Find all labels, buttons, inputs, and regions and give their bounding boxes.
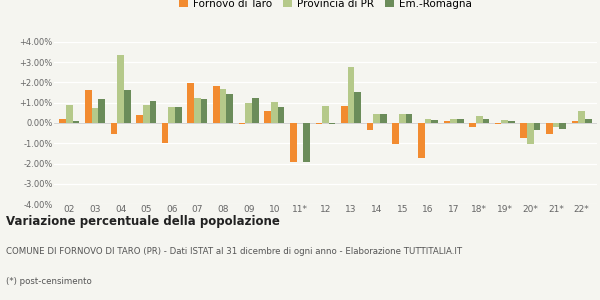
Bar (457, 119, 464, 123)
Bar (578, 111, 585, 123)
Bar (367, 123, 373, 130)
Bar (169, 107, 175, 123)
Bar (124, 90, 131, 123)
Bar (495, 123, 502, 124)
Bar (85, 90, 92, 123)
Bar (553, 123, 559, 127)
Bar (508, 121, 515, 123)
Bar (245, 103, 252, 123)
Bar (431, 120, 438, 123)
Bar (264, 111, 271, 123)
Bar (534, 123, 541, 130)
Bar (59, 119, 66, 123)
Bar (502, 120, 508, 123)
Bar (162, 123, 169, 143)
Bar (239, 123, 245, 124)
Bar (322, 106, 329, 123)
Bar (373, 114, 380, 123)
Bar (201, 99, 208, 123)
Bar (329, 123, 335, 124)
Bar (194, 98, 201, 123)
Bar (136, 115, 143, 123)
Bar (278, 107, 284, 123)
Bar (66, 105, 73, 123)
Bar (355, 92, 361, 123)
Bar (482, 119, 489, 123)
Bar (546, 123, 553, 134)
Bar (92, 108, 98, 123)
Bar (418, 123, 425, 158)
Bar (469, 123, 476, 127)
Bar (392, 123, 399, 144)
Bar (585, 119, 592, 123)
Legend: Fornovo di Taro, Provincia di PR, Em.-Romagna: Fornovo di Taro, Provincia di PR, Em.-Ro… (179, 0, 472, 9)
Bar (380, 114, 387, 123)
Bar (175, 107, 182, 123)
Bar (117, 55, 124, 123)
Bar (73, 121, 79, 123)
Bar (187, 83, 194, 123)
Bar (399, 114, 406, 123)
Bar (143, 105, 149, 123)
Bar (220, 88, 226, 123)
Bar (443, 121, 450, 123)
Bar (572, 121, 578, 123)
Bar (406, 114, 412, 123)
Bar (149, 101, 156, 123)
Text: (*) post-censimento: (*) post-censimento (6, 278, 92, 286)
Bar (520, 123, 527, 138)
Bar (226, 94, 233, 123)
Bar (271, 102, 278, 123)
Text: Variazione percentuale della popolazione: Variazione percentuale della popolazione (6, 214, 280, 227)
Bar (476, 116, 482, 123)
Bar (316, 123, 322, 124)
Bar (348, 67, 355, 123)
Bar (559, 123, 566, 129)
Bar (110, 123, 117, 134)
Bar (290, 123, 296, 163)
Text: COMUNE DI FORNOVO DI TARO (PR) - Dati ISTAT al 31 dicembre di ogni anno - Elabor: COMUNE DI FORNOVO DI TARO (PR) - Dati IS… (6, 248, 462, 256)
Bar (213, 86, 220, 123)
Bar (425, 119, 431, 123)
Bar (303, 123, 310, 163)
Bar (252, 98, 259, 123)
Bar (98, 99, 105, 123)
Bar (527, 123, 534, 144)
Bar (450, 119, 457, 123)
Bar (341, 106, 348, 123)
